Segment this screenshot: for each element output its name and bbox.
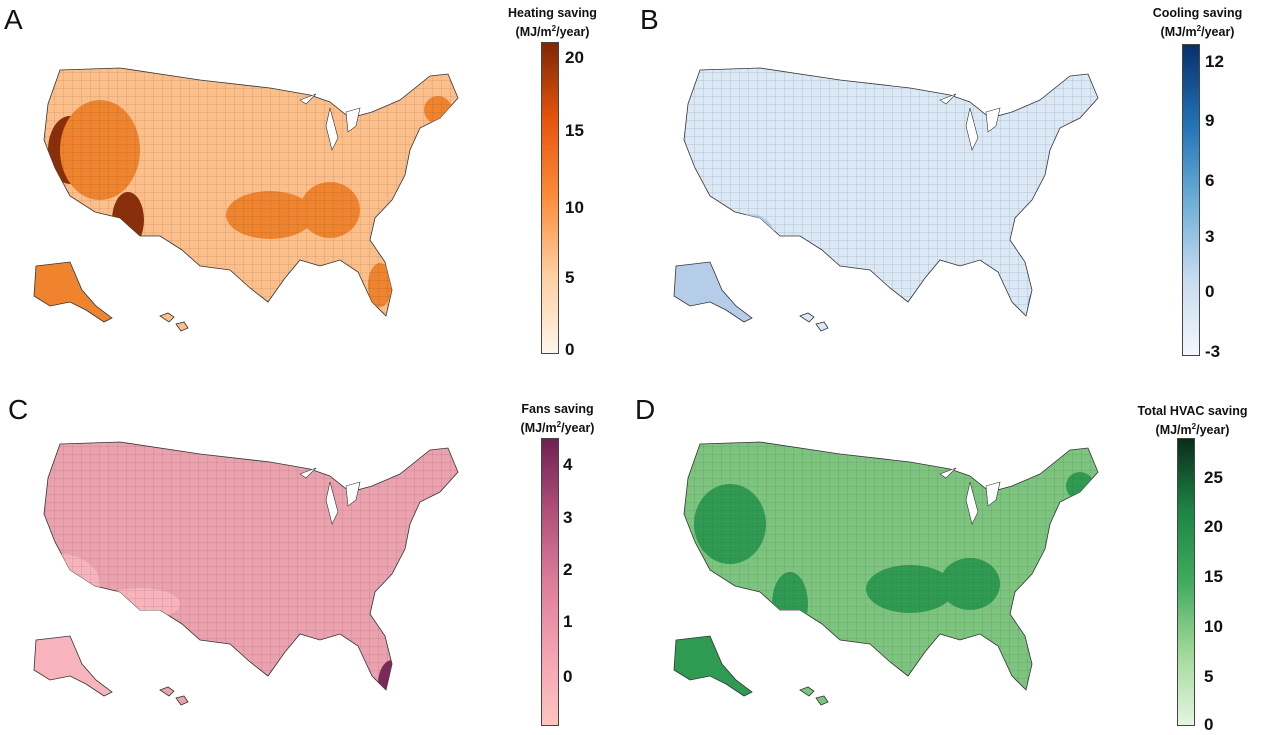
legend-title: Fans saving (MJ/m2/year) — [520, 402, 595, 436]
alaska-region — [33, 635, 113, 697]
great-lakes — [939, 93, 1001, 151]
panel-heating-saving: A Heating saving (MJ/m2/year) 20 15 10 5 0 — [0, 0, 635, 366]
county-hotspots — [684, 442, 1098, 690]
panel-letter: D — [635, 394, 656, 425]
county-hotspots — [44, 442, 458, 690]
legend-tick-label: 0 — [563, 667, 573, 686]
county-boundaries — [44, 442, 458, 690]
alaska-region — [673, 635, 753, 697]
legend-tick-label: -3 — [1205, 342, 1221, 361]
high-saving-region — [1028, 284, 1056, 316]
panel-total-hvac-saving: D Total HVAC saving (MJ/m2/year) 25 20 15 1… — [635, 366, 1270, 734]
hawaii-region — [799, 686, 829, 706]
hawaii-region — [159, 312, 189, 332]
great-lakes — [299, 467, 361, 525]
legend-colorbar — [1177, 438, 1195, 726]
panel-letter: C — [8, 394, 29, 425]
legend-tick-label: 5 — [565, 268, 575, 287]
legend-tick-label: 4 — [563, 455, 573, 474]
legend-tick-label: 0 — [1205, 282, 1215, 301]
legend-tick-label: 10 — [1204, 617, 1223, 636]
legend-tick-label: 20 — [1204, 517, 1223, 536]
panel-letter: B — [640, 4, 659, 35]
hawaii-region — [799, 312, 829, 332]
county-boundaries — [684, 442, 1098, 690]
county-boundaries — [684, 68, 1098, 316]
legend-tick-label: 3 — [563, 508, 573, 527]
hawaii-region — [159, 686, 189, 706]
us-choropleth-map-heating — [33, 67, 459, 332]
legend-tick-label: 2 — [563, 560, 573, 579]
legend-tick-label: 0 — [1204, 715, 1214, 734]
legend-tick-label: 25 — [1204, 468, 1223, 487]
panel-cooling-saving: B Cooling saving (MJ/m2/year) 12 9 6 3 0 -3 — [635, 0, 1270, 366]
great-lakes — [939, 467, 1001, 525]
legend-tick-label: 20 — [565, 48, 584, 67]
legend-colorbar — [1182, 44, 1200, 356]
county-boundaries — [44, 68, 458, 316]
legend-tick-label: 12 — [1205, 52, 1224, 71]
legend-tick-label: 0 — [565, 340, 575, 359]
legend-title: Total HVAC saving (MJ/m2/year) — [1137, 404, 1248, 438]
legend-tick-label: 6 — [1205, 171, 1215, 190]
legend-tick-label: 1 — [563, 612, 573, 631]
us-choropleth-map-fans — [33, 441, 459, 706]
county-hotspots — [44, 68, 458, 316]
us-choropleth-map-total-hvac — [673, 441, 1099, 706]
legend-tick-label: 9 — [1205, 111, 1215, 130]
panel-fans-saving: C Fans saving (MJ/m2/year) 4 3 2 1 0 — [0, 366, 635, 732]
great-lakes — [299, 93, 361, 151]
county-hotspots — [684, 68, 1098, 316]
legend-tick-label: 5 — [1204, 667, 1214, 686]
alaska-region — [673, 261, 753, 323]
legend-tick-label: 3 — [1205, 227, 1215, 246]
alaska-region — [33, 261, 113, 323]
legend-tick-label: 10 — [565, 198, 584, 217]
legend-title: Cooling saving (MJ/m2/year) — [1152, 6, 1243, 40]
high-saving-region — [1035, 668, 1061, 690]
legend-tick-label: 15 — [565, 121, 584, 140]
us-choropleth-map-cooling — [673, 67, 1099, 332]
legend-colorbar — [541, 438, 559, 726]
legend-title: Heating saving (MJ/m2/year) — [508, 6, 597, 40]
panel-letter: A — [4, 4, 23, 35]
legend-colorbar — [541, 42, 559, 354]
legend-tick-label: 15 — [1204, 567, 1223, 586]
